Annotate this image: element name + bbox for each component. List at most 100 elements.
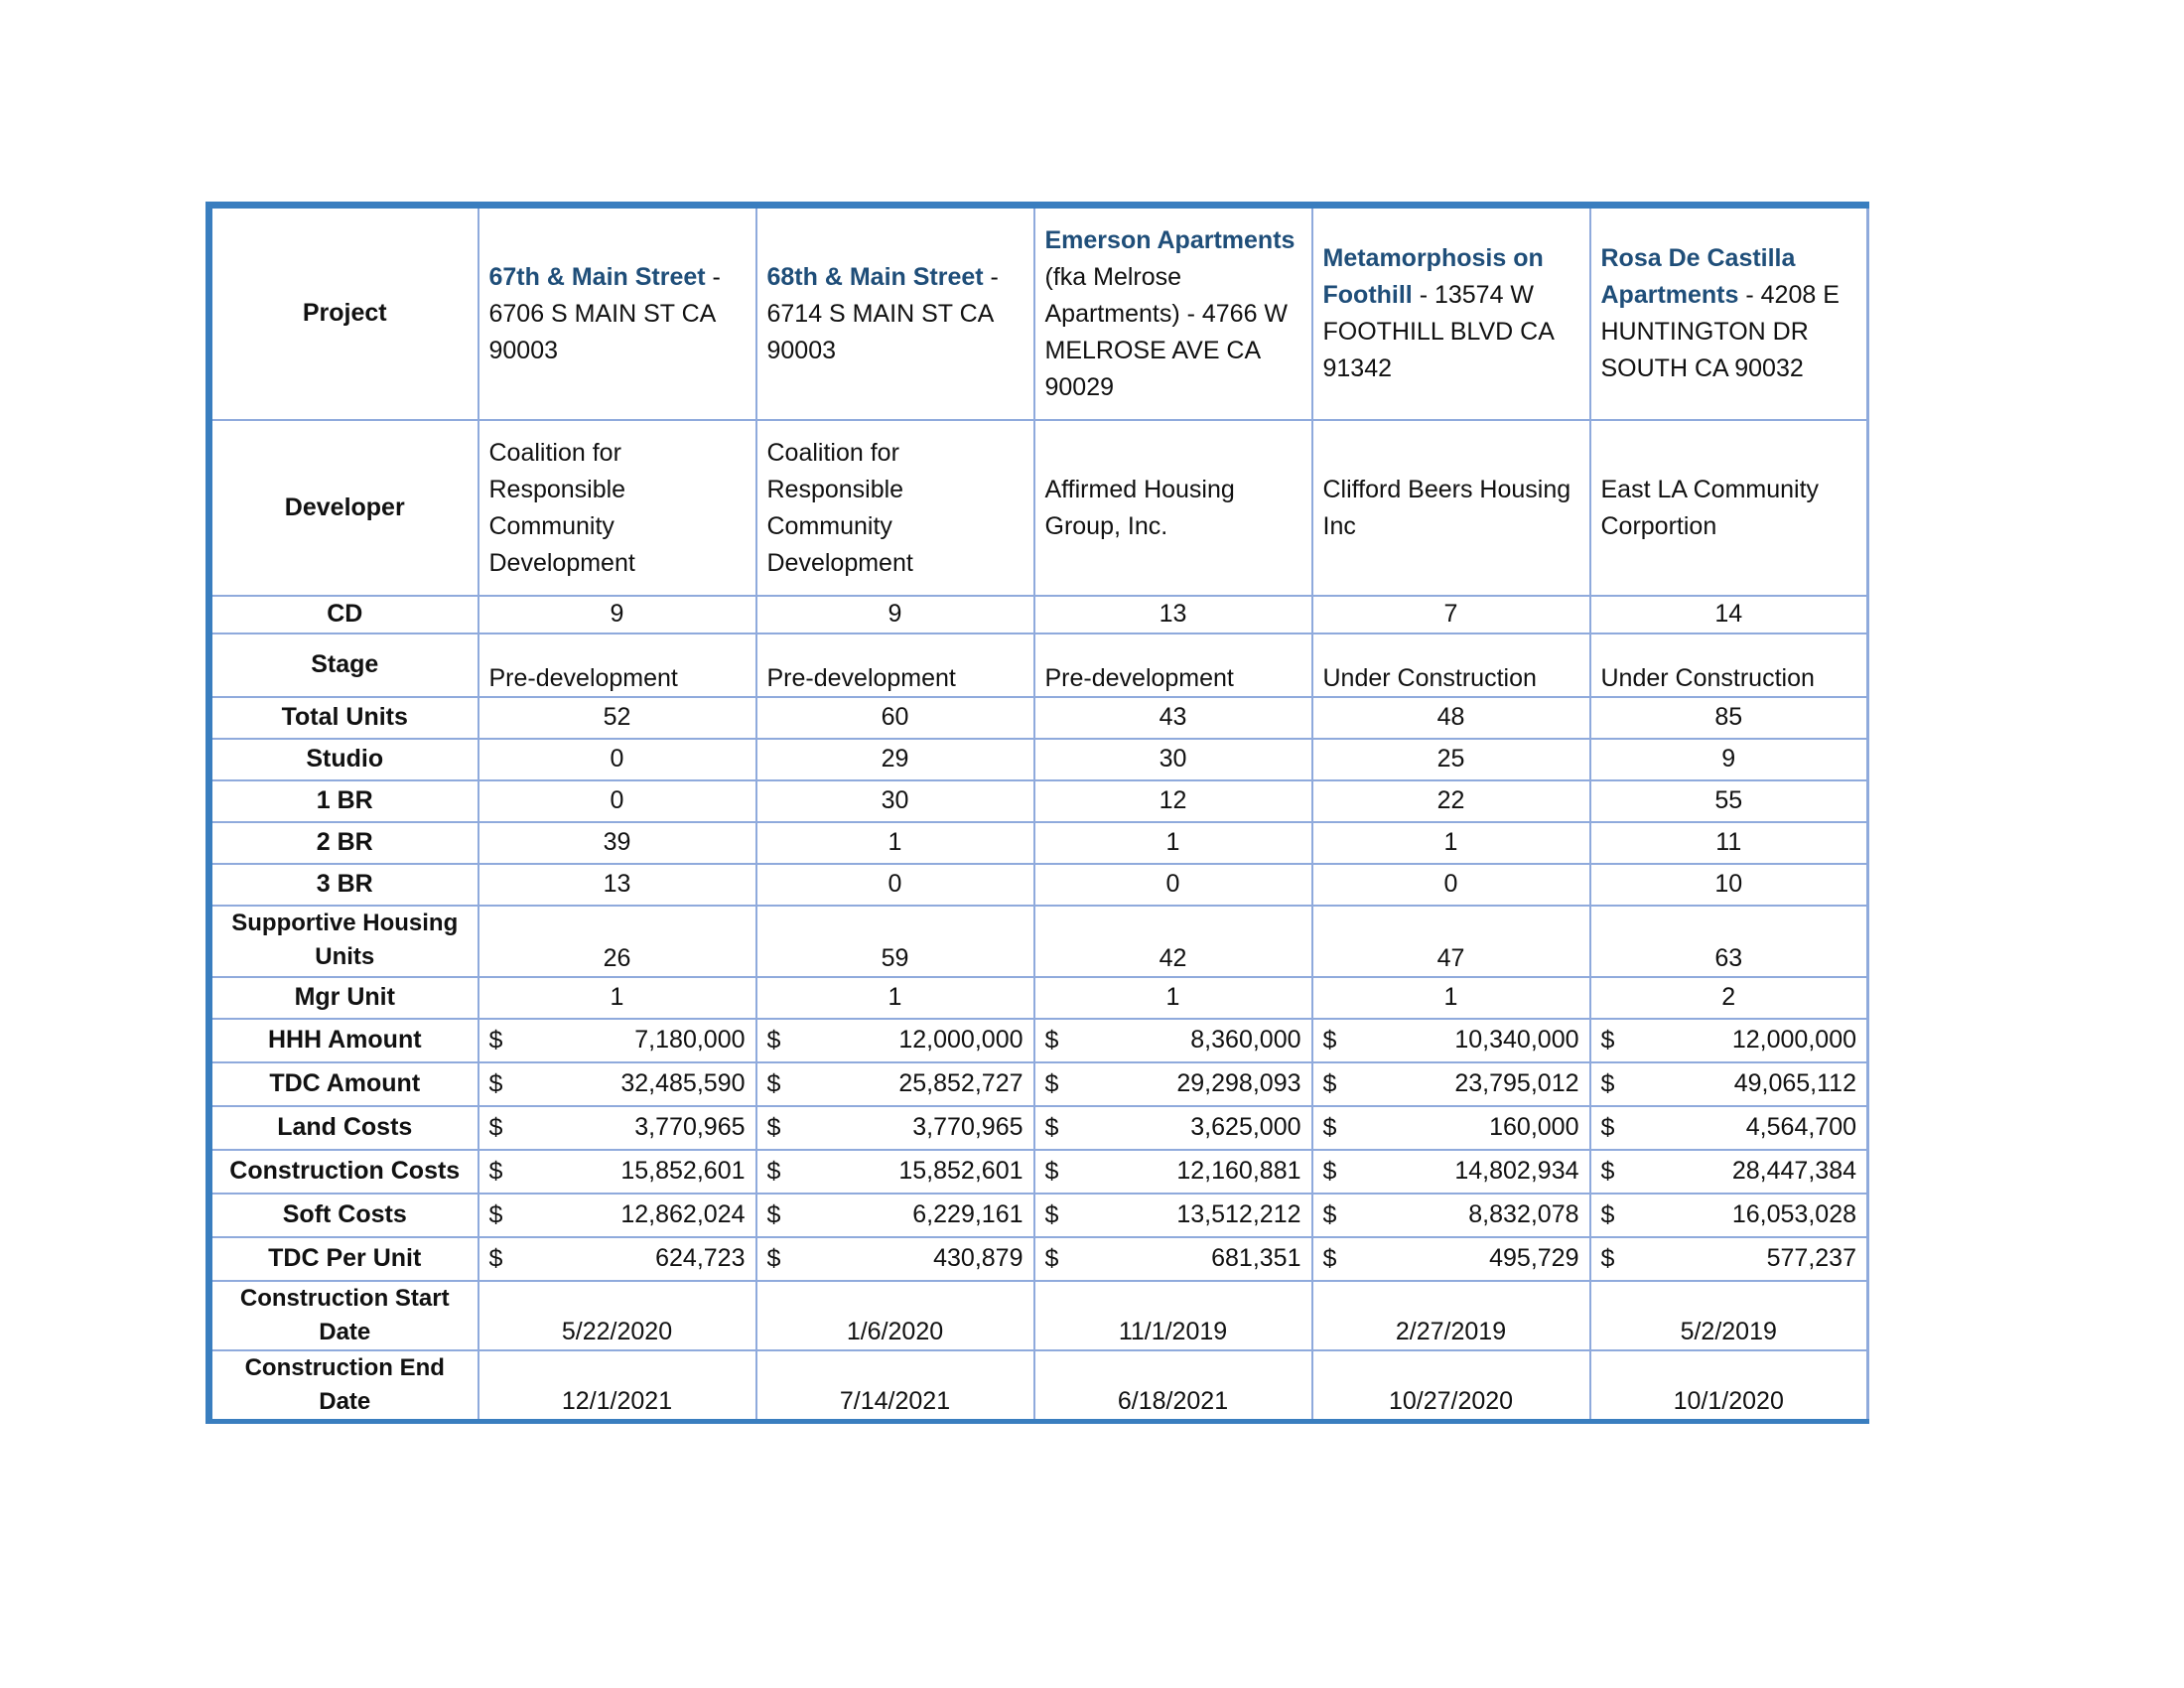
cell-construction-start-0: 5/22/2020	[477, 1280, 757, 1352]
currency-symbol: $	[1600, 1113, 1615, 1142]
cell-project-2: Emerson Apartments (fka Melrose Apartmen…	[1032, 204, 1313, 421]
value: 15,852,601	[620, 1157, 746, 1186]
table-row-supportive-housing-units: Supportive Housing Units 26 59 42 47 63	[207, 904, 1869, 979]
cell-total-units-0: 52	[477, 696, 757, 740]
cell-mgr-unit-0: 1	[477, 976, 757, 1021]
row-label-land-costs: Land Costs	[207, 1105, 479, 1152]
table-row-mgr-unit: Mgr Unit 1 1 1 1 2	[207, 976, 1869, 1021]
cell-construction-end-1: 7/14/2021	[754, 1349, 1035, 1423]
value: 12,862,024	[620, 1200, 746, 1229]
cell-hhh-amount-0: $7,180,000	[477, 1018, 757, 1064]
currency-symbol: $	[1322, 1157, 1337, 1186]
table-row-1br: 1 BR 0 30 12 22 55	[207, 779, 1869, 823]
currency-symbol: $	[1322, 1069, 1337, 1098]
row-label-construction-end-date: Construction End Date	[207, 1349, 479, 1423]
table-row-construction-costs: Construction Costs $15,852,601 $15,852,6…	[207, 1149, 1869, 1196]
cell-construction-costs-1: $15,852,601	[754, 1149, 1035, 1196]
cell-land-costs-3: $160,000	[1310, 1105, 1591, 1152]
currency-symbol: $	[766, 1026, 781, 1055]
cell-studio-4: 9	[1588, 738, 1869, 781]
cell-tdc-amount-2: $29,298,093	[1032, 1061, 1313, 1108]
row-label-2br: 2 BR	[207, 821, 479, 865]
currency-symbol: $	[488, 1244, 503, 1273]
currency-symbol: $	[1044, 1026, 1059, 1055]
cell-land-costs-4: $4,564,700	[1588, 1105, 1869, 1152]
cell-construction-end-4: 10/1/2020	[1588, 1349, 1869, 1423]
project-address-4: - 4208 E HUNTINGTON DR SOUTH CA 90032	[1600, 281, 1840, 382]
cell-developer-2: Affirmed Housing Group, Inc.	[1032, 419, 1313, 597]
cell-supportive-1: 59	[754, 904, 1035, 979]
project-address-0: - 6706 S MAIN ST CA 90003	[488, 262, 721, 364]
project-summary-table: Project 67th & Main Street - 6706 S MAIN…	[205, 202, 1869, 1425]
cell-project-0: 67th & Main Street - 6706 S MAIN ST CA 9…	[477, 204, 757, 421]
table-row-hhh-amount: HHH Amount $7,180,000 $12,000,000 $8,360…	[207, 1018, 1869, 1064]
currency-symbol: $	[1600, 1200, 1615, 1229]
row-label-construction-costs: Construction Costs	[207, 1149, 479, 1196]
project-address-2: (fka Melrose Apartments) - 4766 W MELROS…	[1044, 262, 1289, 401]
value: 3,770,965	[634, 1113, 746, 1142]
row-label-total-units: Total Units	[207, 696, 479, 740]
cell-studio-3: 25	[1310, 738, 1591, 781]
cell-construction-end-0: 12/1/2021	[477, 1349, 757, 1423]
cell-tdc-amount-3: $23,795,012	[1310, 1061, 1591, 1108]
value: 16,053,028	[1731, 1200, 1856, 1229]
table-row-2br: 2 BR 39 1 1 1 11	[207, 821, 1869, 865]
row-label-project: Project	[207, 204, 479, 421]
cell-supportive-0: 26	[477, 904, 757, 979]
table-row-soft-costs: Soft Costs $12,862,024 $6,229,161 $13,51…	[207, 1193, 1869, 1239]
cell-construction-start-1: 1/6/2020	[754, 1280, 1035, 1352]
table-row-tdc-amount: TDC Amount $32,485,590 $25,852,727 $29,2…	[207, 1061, 1869, 1108]
cell-tdc-per-unit-0: $624,723	[477, 1236, 757, 1283]
cell-tdc-amount-4: $49,065,112	[1588, 1061, 1869, 1108]
cell-mgr-unit-3: 1	[1310, 976, 1591, 1021]
cell-project-4: Rosa De Castilla Apartments - 4208 E HUN…	[1588, 204, 1869, 421]
row-label-developer: Developer	[207, 419, 479, 597]
table-row-construction-end-date: Construction End Date 12/1/2021 7/14/202…	[207, 1349, 1869, 1423]
value: 23,795,012	[1454, 1069, 1579, 1098]
table-row-3br: 3 BR 13 0 0 0 10	[207, 863, 1869, 907]
cell-1br-4: 55	[1588, 779, 1869, 823]
cell-studio-2: 30	[1032, 738, 1313, 781]
cell-supportive-3: 47	[1310, 904, 1591, 979]
cell-studio-1: 29	[754, 738, 1035, 781]
cell-total-units-3: 48	[1310, 696, 1591, 740]
cell-land-costs-1: $3,770,965	[754, 1105, 1035, 1152]
cell-land-costs-2: $3,625,000	[1032, 1105, 1313, 1152]
cell-3br-2: 0	[1032, 863, 1313, 907]
currency-symbol: $	[488, 1026, 503, 1055]
value: 160,000	[1489, 1113, 1579, 1142]
cell-stage-3: Under Construction	[1310, 633, 1591, 698]
project-name-3: Metamorphosis on Foothill	[1322, 244, 1544, 309]
currency-symbol: $	[1600, 1026, 1615, 1055]
table-row-construction-start-date: Construction Start Date 5/22/2020 1/6/20…	[207, 1280, 1869, 1352]
value: 3,625,000	[1190, 1113, 1301, 1142]
currency-symbol: $	[766, 1244, 781, 1273]
cell-construction-costs-4: $28,447,384	[1588, 1149, 1869, 1196]
cell-soft-costs-4: $16,053,028	[1588, 1193, 1869, 1239]
currency-symbol: $	[488, 1113, 503, 1142]
cell-stage-2: Pre-development	[1032, 633, 1313, 698]
row-label-3br: 3 BR	[207, 863, 479, 907]
cell-cd-3: 7	[1310, 595, 1591, 634]
cell-3br-0: 13	[477, 863, 757, 907]
cell-project-1: 68th & Main Street - 6714 S MAIN ST CA 9…	[754, 204, 1035, 421]
cell-2br-0: 39	[477, 821, 757, 865]
cell-developer-0: Coalition for Responsible Community Deve…	[477, 419, 757, 597]
value: 25,852,727	[898, 1069, 1024, 1098]
cell-1br-1: 30	[754, 779, 1035, 823]
value: 29,298,093	[1176, 1069, 1301, 1098]
table-row-total-units: Total Units 52 60 43 48 85	[207, 696, 1869, 740]
currency-symbol: $	[488, 1069, 503, 1098]
currency-symbol: $	[1044, 1244, 1059, 1273]
cell-hhh-amount-4: $12,000,000	[1588, 1018, 1869, 1064]
cell-construction-start-2: 11/1/2019	[1032, 1280, 1313, 1352]
currency-symbol: $	[1044, 1200, 1059, 1229]
currency-symbol: $	[766, 1069, 781, 1098]
currency-symbol: $	[1322, 1200, 1337, 1229]
cell-supportive-4: 63	[1588, 904, 1869, 979]
cell-mgr-unit-1: 1	[754, 976, 1035, 1021]
value: 577,237	[1766, 1244, 1856, 1273]
cell-project-3: Metamorphosis on Foothill - 13574 W FOOT…	[1310, 204, 1591, 421]
cell-soft-costs-0: $12,862,024	[477, 1193, 757, 1239]
cell-stage-1: Pre-development	[754, 633, 1035, 698]
